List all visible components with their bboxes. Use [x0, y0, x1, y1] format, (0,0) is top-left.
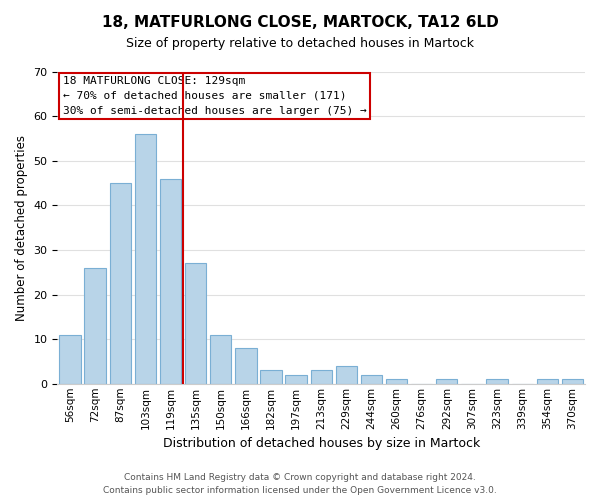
- Bar: [335, 366, 357, 384]
- Bar: [210, 334, 232, 384]
- Bar: [311, 370, 332, 384]
- Bar: [361, 375, 382, 384]
- Bar: [235, 348, 257, 384]
- Bar: [436, 380, 457, 384]
- Bar: [134, 134, 156, 384]
- Bar: [59, 334, 80, 384]
- Bar: [286, 375, 307, 384]
- Bar: [536, 380, 558, 384]
- Text: 18, MATFURLONG CLOSE, MARTOCK, TA12 6LD: 18, MATFURLONG CLOSE, MARTOCK, TA12 6LD: [101, 15, 499, 30]
- Bar: [260, 370, 281, 384]
- Text: 18 MATFURLONG CLOSE: 129sqm
← 70% of detached houses are smaller (171)
30% of se: 18 MATFURLONG CLOSE: 129sqm ← 70% of det…: [62, 76, 367, 116]
- Bar: [386, 380, 407, 384]
- Bar: [85, 268, 106, 384]
- Bar: [110, 183, 131, 384]
- X-axis label: Distribution of detached houses by size in Martock: Distribution of detached houses by size …: [163, 437, 480, 450]
- Text: Contains HM Land Registry data © Crown copyright and database right 2024.
Contai: Contains HM Land Registry data © Crown c…: [103, 474, 497, 495]
- Bar: [487, 380, 508, 384]
- Bar: [562, 380, 583, 384]
- Y-axis label: Number of detached properties: Number of detached properties: [15, 134, 28, 320]
- Text: Size of property relative to detached houses in Martock: Size of property relative to detached ho…: [126, 38, 474, 51]
- Bar: [185, 264, 206, 384]
- Bar: [160, 178, 181, 384]
